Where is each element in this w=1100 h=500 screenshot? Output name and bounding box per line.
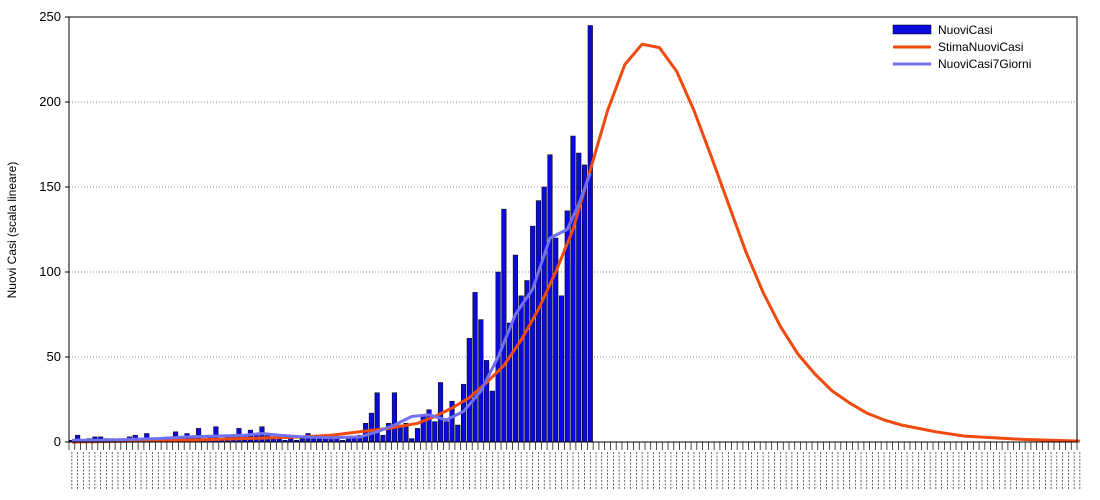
legend-label: NuoviCasi <box>938 23 993 37</box>
bar <box>489 390 495 443</box>
bar <box>380 434 386 443</box>
bar <box>443 421 449 443</box>
bar <box>455 424 461 443</box>
legend-label: NuoviCasi7Giorni <box>938 57 1031 71</box>
bar <box>466 338 472 443</box>
bar <box>409 438 415 443</box>
y-tick-label: 0 <box>54 434 61 449</box>
y-tick-label: 50 <box>47 349 61 364</box>
bar <box>374 392 380 443</box>
lines <box>71 42 1080 444</box>
bar <box>391 392 397 443</box>
bar <box>484 360 490 443</box>
bar <box>472 292 478 443</box>
bar <box>587 25 593 443</box>
y-axis-ticks: 0 50 100 150 200 250 <box>39 9 69 449</box>
legend-swatch <box>892 24 932 35</box>
bar <box>518 295 524 443</box>
bar <box>541 186 547 443</box>
y-tick-label: 150 <box>39 179 61 194</box>
bar <box>478 319 484 443</box>
bar <box>501 208 507 443</box>
bar <box>368 412 374 443</box>
bar <box>524 280 530 443</box>
bar <box>345 438 351 443</box>
bar <box>547 154 553 443</box>
bar <box>288 438 294 443</box>
y-tick-label: 100 <box>39 264 61 279</box>
bar <box>432 421 438 443</box>
bar <box>530 225 536 443</box>
bar <box>570 135 576 443</box>
legend: NuoviCasi StimaNuoviCasi NuoviCasi7Giorni <box>892 23 1031 71</box>
y-axis-title: Nuovi Casi (scala lineare) <box>5 162 19 299</box>
legend-label: StimaNuoviCasi <box>938 40 1023 54</box>
bars-nuovicasi <box>69 25 593 443</box>
bar <box>414 428 421 443</box>
bar <box>507 322 513 443</box>
plot-frame <box>68 16 1078 443</box>
bar <box>535 200 541 443</box>
line-stimanuovicasi <box>71 42 1080 444</box>
bar <box>558 295 565 443</box>
line-nuovicasi7giorni <box>71 172 592 442</box>
y-tick-label: 200 <box>39 94 61 109</box>
bar <box>581 164 588 443</box>
y-tick-label: 250 <box>39 9 61 24</box>
bar <box>299 438 305 443</box>
x-axis-ticks <box>68 442 1081 490</box>
